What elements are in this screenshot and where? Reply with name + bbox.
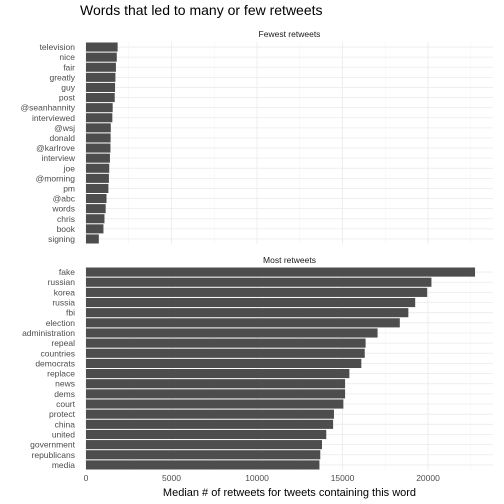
category-label: television [40, 42, 76, 52]
category-label: republicans [32, 450, 75, 460]
panel-most-retweets: fakerussiankorearussiafbielectionadminis… [22, 267, 493, 470]
category-label: united [52, 429, 75, 439]
category-label: @wsj [54, 123, 75, 133]
category-label: news [55, 379, 75, 389]
bar-words [86, 204, 106, 214]
category-label: korea [54, 287, 76, 297]
category-label: government [30, 440, 76, 450]
category-label: donald [49, 133, 75, 143]
category-label: media [52, 460, 75, 470]
bar-post [86, 93, 115, 103]
category-label: democrats [35, 358, 75, 368]
bar-donald [86, 133, 111, 143]
category-label: protect [49, 409, 76, 419]
category-label: @seanhannity [21, 103, 76, 113]
bar-greatly [86, 72, 116, 82]
category-label: russia [52, 298, 75, 308]
category-label: guy [61, 82, 75, 92]
bar-court [86, 399, 344, 409]
bar-fair [86, 62, 116, 72]
bar-media [86, 460, 320, 470]
bar-abc [86, 194, 107, 204]
x-tick-label: 20000 [416, 473, 440, 483]
bar-democrats [86, 358, 362, 368]
category-label: countries [41, 348, 76, 358]
panel-strip-fewest: Fewest retweets [259, 29, 321, 39]
bar-guy [86, 82, 116, 92]
category-label: @karlrove [36, 143, 75, 153]
category-label: fbi [66, 308, 75, 318]
x-tick-label: 5000 [162, 473, 181, 483]
bar-book [86, 224, 104, 234]
bar-repeal [86, 338, 366, 348]
category-label: nice [59, 52, 75, 62]
bar-republicans [86, 450, 321, 460]
x-axis: 0 5000 10000 15000 20000 [84, 473, 440, 483]
bar-replace [86, 369, 350, 379]
category-label: pm [63, 183, 75, 193]
category-label: joe [63, 163, 76, 173]
bar-fbi [86, 308, 409, 318]
bar-morning [86, 173, 109, 183]
category-label: administration [22, 328, 75, 338]
category-label: words [51, 204, 75, 214]
x-tick-label: 15000 [331, 473, 355, 483]
category-label: fake [59, 267, 75, 277]
bar-seanhannity [86, 103, 113, 113]
category-label: greatly [49, 72, 75, 82]
category-label: @morning [36, 173, 76, 183]
chart-title: Words that led to many or few retweets [80, 2, 323, 18]
x-tick-label: 10000 [245, 473, 269, 483]
bar-chris [86, 214, 105, 224]
category-label: chris [57, 214, 75, 224]
bar-united [86, 429, 327, 440]
panel-fewest-retweets: televisionnicefairgreatlyguypost@seanhan… [21, 42, 493, 244]
bar-russia [86, 297, 416, 308]
category-label: interviewed [32, 113, 75, 123]
bar-protect [86, 409, 334, 419]
bar-korea [86, 287, 428, 297]
bar-fake [86, 267, 476, 277]
category-label: russian [48, 277, 76, 287]
category-label: post [59, 93, 76, 103]
bar-news [86, 379, 346, 389]
category-label: @abc [53, 194, 76, 204]
category-label: election [46, 318, 76, 328]
category-label: fair [63, 62, 75, 72]
bar-russian [86, 277, 432, 287]
bar-election [86, 318, 400, 328]
category-label: china [55, 419, 76, 429]
x-axis-label: Median # of retweets for tweets containi… [163, 487, 416, 499]
category-label: replace [47, 369, 75, 379]
bar-interview [86, 153, 110, 163]
bar-television [86, 42, 118, 52]
bar-countries [86, 348, 365, 358]
bar-administration [86, 328, 378, 338]
x-tick-label: 0 [84, 473, 89, 483]
category-label: court [56, 399, 76, 409]
category-label: dems [54, 389, 75, 399]
bar-dems [86, 389, 346, 399]
bar-nice [86, 52, 117, 62]
bar-pm [86, 183, 109, 193]
bar-karlrove [86, 143, 111, 153]
bar-government [86, 440, 322, 450]
bar-china [86, 419, 334, 429]
panel-strip-most: Most retweets [263, 255, 316, 265]
bar-interviewed [86, 113, 113, 123]
bar-signing [86, 234, 99, 244]
category-label: repeal [51, 338, 75, 348]
category-label: book [57, 224, 76, 234]
bar-wsj [86, 123, 111, 133]
bar-joe [86, 163, 110, 173]
category-label: interview [41, 153, 75, 163]
category-label: signing [48, 234, 75, 244]
